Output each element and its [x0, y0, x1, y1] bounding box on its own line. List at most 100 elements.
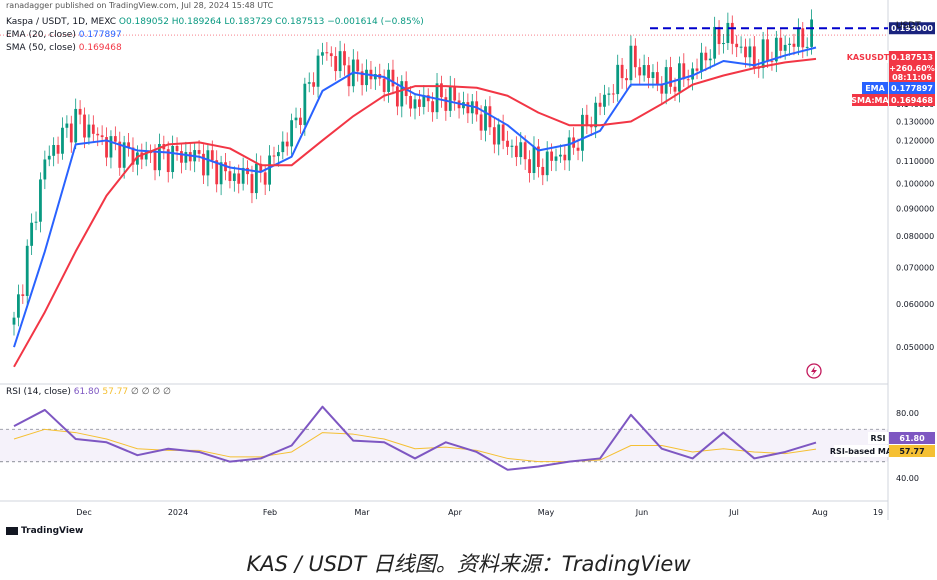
candle-body: [290, 120, 294, 147]
candle-body: [523, 142, 527, 160]
candle-body: [74, 108, 78, 143]
rsi-ma-tag: RSI-based MA: [830, 447, 893, 456]
time-tick: May: [538, 508, 555, 517]
ohlc-values: O0.189052 H0.189264 L0.183729 C0.187513 …: [118, 17, 424, 27]
candle-body: [131, 147, 135, 165]
candle-body: [241, 167, 245, 184]
candle-body: [382, 78, 386, 92]
ohlc-line: Kaspa / USDT, 1D, MEXC O0.189052 H0.1892…: [6, 17, 424, 27]
sma-tag-bg: [852, 94, 888, 106]
candle-body: [232, 173, 236, 181]
candle-body: [391, 69, 395, 87]
candle-body: [726, 22, 730, 43]
candle-body: [188, 152, 192, 162]
ema-legend-label: EMA (20, close): [6, 30, 76, 40]
candle-body: [677, 63, 681, 92]
price-tick: 0.100000: [896, 179, 934, 188]
sma-value-tag-bg: [889, 94, 935, 106]
rsi-tick: 40.00: [896, 474, 919, 483]
sma-legend-value: 0.169468: [78, 43, 122, 53]
candle-body: [47, 155, 51, 160]
tradingview-logo[interactable]: TradingView: [6, 526, 83, 536]
time-tick: Jun: [635, 508, 649, 517]
rsi-ma-value-tag: 57.77: [899, 447, 924, 456]
candle-body: [312, 82, 316, 87]
author-line: ranadagger published on TradingView.com,…: [6, 1, 274, 10]
lightning-icon: [811, 366, 817, 376]
last-value-tag: 0.187513: [891, 53, 933, 62]
rsi-legend-value: 61.80: [73, 387, 100, 397]
candle-body: [321, 52, 324, 56]
candle-body: [263, 172, 267, 185]
candle-body: [594, 102, 598, 128]
rsi-overbought-band: [0, 429, 888, 462]
candle-body: [620, 64, 624, 79]
sma-value-tag: 0.169468: [891, 96, 933, 105]
candle-body: [655, 72, 659, 85]
candle-body: [739, 46, 743, 48]
time-tick: Aug: [812, 508, 828, 517]
price-tick: 0.070000: [896, 264, 934, 273]
candle-body: [576, 147, 580, 151]
candle-body: [761, 39, 765, 68]
rsi-ma-value-tag-bg: [889, 445, 935, 457]
rsi-ma-line: [13, 428, 817, 463]
rsi-tag-bg: [868, 432, 888, 444]
candle-body: [329, 53, 333, 57]
candle-body: [788, 43, 791, 45]
sma-legend[interactable]: SMA (50, close) 0.169468: [6, 43, 122, 53]
ema-legend-value: 0.177897: [78, 30, 122, 40]
candle-body: [122, 142, 126, 168]
ema-line: [13, 46, 817, 348]
candle-body: [501, 124, 505, 141]
candle-body: [250, 174, 254, 194]
rsi-legend[interactable]: RSI (14, close) 61.80 57.77 ∅ ∅ ∅ ∅: [6, 387, 171, 397]
candle-body: [607, 93, 611, 95]
candle-body: [21, 294, 25, 296]
candle-body: [545, 151, 549, 176]
tradingview-logo-icon: [6, 526, 18, 535]
candle-body: [532, 146, 536, 174]
candle-body: [686, 79, 690, 81]
candle-body: [118, 141, 122, 168]
candle-body: [642, 65, 646, 76]
candle-body: [153, 152, 157, 171]
candle-body: [766, 39, 769, 61]
candle-body: [550, 151, 554, 161]
ema-value-tag: 0.177897: [891, 84, 933, 93]
price-tick: 0.080000: [896, 232, 934, 241]
candle-body: [440, 83, 443, 98]
candle-body: [413, 99, 417, 109]
ema-value-tag-bg: [889, 82, 935, 94]
candle-body: [805, 46, 809, 48]
price-tick: 0.120000: [896, 136, 934, 145]
candle-body: [779, 37, 783, 51]
rsi-value-tag-bg: [889, 432, 935, 444]
countdown-tag: 08:11:06: [892, 73, 932, 82]
candle-body: [444, 97, 448, 111]
candle-body: [559, 154, 562, 157]
candle-body: [629, 45, 633, 81]
alert-icon[interactable]: [806, 363, 822, 379]
candle-body: [343, 51, 346, 66]
candle-body: [519, 142, 523, 158]
candle-body: [722, 42, 725, 45]
candle-body: [166, 149, 170, 173]
price-tick: 0.130000: [896, 118, 934, 127]
candle-body: [303, 83, 307, 125]
candle-body: [395, 86, 399, 107]
indicator-lines: [0, 27, 888, 471]
candle-body: [603, 94, 606, 107]
candle-body: [52, 144, 56, 156]
time-tick: 19: [873, 508, 883, 517]
candle-body: [325, 52, 329, 54]
candle-body: [581, 114, 584, 151]
candle-body: [506, 140, 509, 147]
ema-legend[interactable]: EMA (20, close) 0.177897: [6, 30, 122, 40]
rsi-line: [13, 405, 817, 471]
candle-body: [514, 145, 518, 158]
candle-body: [299, 117, 302, 125]
candle-body: [567, 137, 571, 161]
candle-body: [691, 68, 695, 80]
